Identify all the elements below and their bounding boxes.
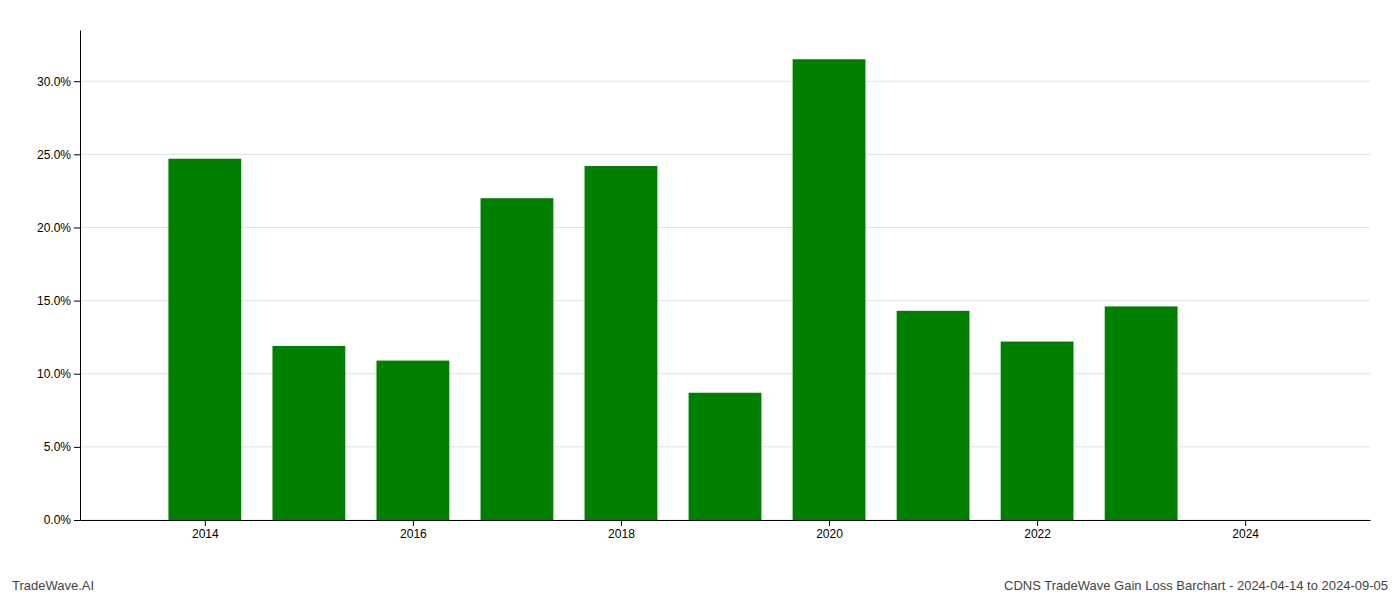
plot: 2014 2016 2018 2020 2022 2024 0.0% 5.0% 10.0% 15.… <box>37 31 1371 541</box>
x-tick: 2018 <box>608 520 635 541</box>
grid-line <box>80 227 1370 228</box>
y-tick-mark <box>74 227 80 228</box>
grid-line <box>80 300 1370 301</box>
y-tick-mark <box>74 301 80 302</box>
chart: 2014 2016 2018 2020 2022 2024 0.0% 5.0% 10.0% 15.… <box>0 0 1400 600</box>
bar <box>1105 306 1178 520</box>
x-tick-label: 2018 <box>608 527 635 541</box>
y-tick: 10.0% <box>37 367 80 381</box>
y-tick-label: 30.0% <box>37 75 71 89</box>
x-tick: 2020 <box>816 520 843 541</box>
y-tick-mark <box>74 81 80 82</box>
y-tick-label: 0.0% <box>44 513 72 527</box>
x-tick-mark <box>1037 520 1038 526</box>
x-tick-label: 2020 <box>816 527 843 541</box>
y-tick: 15.0% <box>37 294 80 308</box>
bar <box>897 311 970 520</box>
x-tick-mark <box>413 520 414 526</box>
grid-line <box>80 81 1370 82</box>
y-tick-label: 15.0% <box>37 294 71 308</box>
y-tick-mark <box>74 154 80 155</box>
x-tick-mark <box>829 520 830 526</box>
x-tick-label: 2014 <box>192 527 219 541</box>
bar <box>376 361 449 520</box>
y-tick: 20.0% <box>37 221 80 235</box>
y-tick: 0.0% <box>44 513 80 527</box>
bar <box>585 166 658 520</box>
y-tick: 30.0% <box>37 75 80 89</box>
y-tick-label: 5.0% <box>44 440 72 454</box>
y-tick-mark <box>74 520 80 521</box>
grid-line <box>80 154 1370 155</box>
x-tick-label: 2022 <box>1024 527 1051 541</box>
x-tick-mark <box>621 520 622 526</box>
y-axis-line <box>80 31 81 521</box>
x-axis-line <box>81 520 1371 521</box>
y-tick: 5.0% <box>44 440 80 454</box>
bar <box>1001 342 1074 520</box>
x-tick-label: 2024 <box>1232 527 1259 541</box>
x-axis: 2014 2016 2018 2020 2022 2024 <box>81 520 1371 541</box>
footer-right: CDNS TradeWave Gain Loss Barchart - 2024… <box>1004 578 1388 593</box>
y-axis: 0.0% 5.0% 10.0% 15.0% 20.0% 25.0% 30.0% <box>37 31 81 528</box>
x-tick: 2016 <box>400 520 427 541</box>
x-tick: 2014 <box>192 520 219 541</box>
y-tick-label: 25.0% <box>37 148 71 162</box>
bar <box>168 159 241 520</box>
bar <box>689 393 762 520</box>
x-tick-label: 2016 <box>400 527 427 541</box>
grid <box>80 81 1370 520</box>
y-tick-label: 10.0% <box>37 367 71 381</box>
bar <box>793 59 866 520</box>
y-tick-mark <box>74 374 80 375</box>
bar <box>481 198 554 520</box>
x-tick: 2022 <box>1024 520 1051 541</box>
footer-left: TradeWave.AI <box>12 578 94 593</box>
y-tick-mark <box>74 447 80 448</box>
x-tick: 2024 <box>1232 520 1259 541</box>
y-tick-label: 20.0% <box>37 221 71 235</box>
bar <box>272 346 345 520</box>
x-tick-mark <box>205 520 206 526</box>
x-tick-mark <box>1245 520 1246 526</box>
bars <box>168 59 1177 520</box>
y-tick: 25.0% <box>37 148 80 162</box>
